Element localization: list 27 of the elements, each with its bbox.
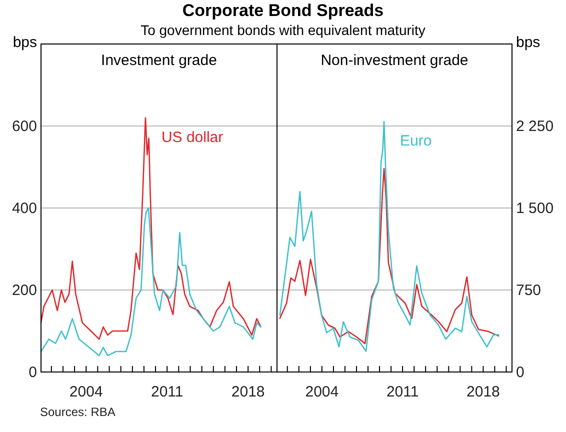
y2-axis-title: bps — [516, 34, 540, 51]
line-series — [279, 120, 500, 352]
chart-subtitle: To government bonds with equivalent maturity — [140, 22, 426, 38]
chart-title: Corporate Bond Spreads — [182, 1, 384, 20]
y-tick-label: 400 — [12, 200, 37, 217]
y2-tick-label: 1 500 — [516, 200, 554, 217]
y2-tick-label: 750 — [516, 282, 542, 299]
annotation: Investment grade — [101, 52, 217, 69]
x-tick-label: 2004 — [305, 384, 339, 401]
line-series — [279, 168, 500, 344]
text: Non-investment grade — [320, 52, 468, 69]
y2-tick-label: 2 250 — [516, 118, 554, 135]
y-tick-label: 200 — [12, 282, 37, 299]
x-tick-label: 2018 — [466, 384, 500, 401]
y-tick-label: 600 — [12, 118, 37, 135]
line-series — [40, 117, 262, 340]
series-label: Euro — [400, 132, 432, 150]
line-series — [40, 207, 262, 356]
y-tick-label: 0 — [28, 364, 37, 381]
x-tick-label: 2004 — [69, 384, 103, 401]
source-note: Sources: RBA — [40, 405, 116, 419]
y-axis-title: bps — [12, 34, 37, 51]
x-tick-label: 2011 — [150, 384, 184, 401]
x-tick-label: 2011 — [386, 384, 419, 401]
y2-tick-label: 0 — [516, 364, 524, 381]
series-label: US dollar — [161, 128, 224, 146]
x-tick-label: 2018 — [231, 384, 265, 401]
